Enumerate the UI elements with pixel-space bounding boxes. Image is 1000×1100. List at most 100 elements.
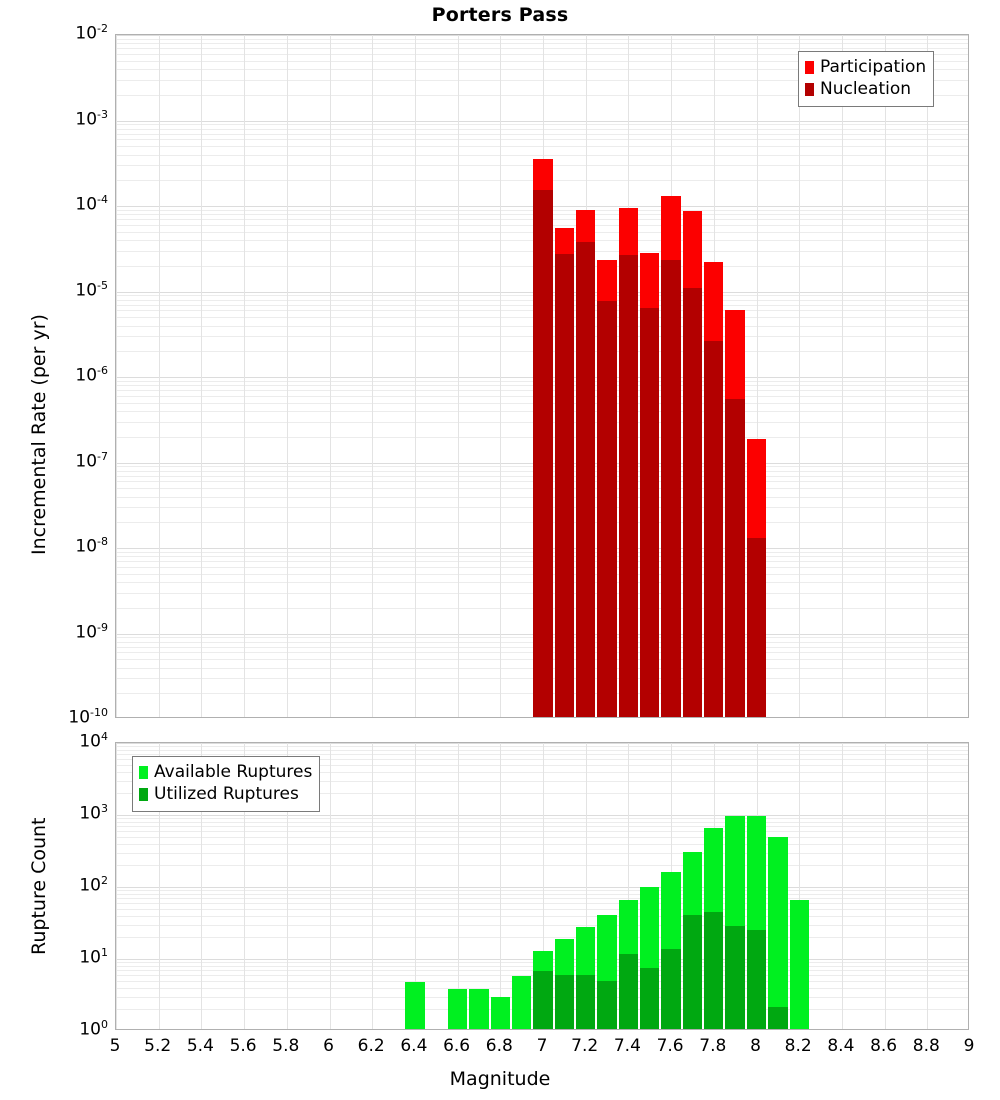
bar [640, 743, 660, 1029]
x-tick-label: 7 [536, 1036, 548, 1056]
bottom-chart-y-ticks: 100 101 102 103 104 [40, 0, 108, 1100]
bar [469, 743, 489, 1029]
bar [682, 743, 703, 1029]
x-tick-label: 6.6 [443, 1036, 471, 1056]
bar [618, 743, 639, 1029]
bar-segment-available-ruptures [405, 981, 425, 1029]
bar-segment-utilized-ruptures [661, 948, 681, 1029]
bar-segment-utilized-ruptures [597, 981, 617, 1029]
legend-swatch-icon [139, 788, 148, 802]
x-axis-label: Magnitude [449, 1068, 551, 1090]
x-tick-label: 5.8 [272, 1036, 300, 1056]
y-tick-label: 10-10 [68, 706, 108, 728]
bar [746, 743, 767, 1029]
x-tick-label: 5 [109, 1036, 121, 1056]
bar [768, 743, 788, 1029]
bar-segment-utilized-ruptures [725, 925, 745, 1029]
legend-entry: Participation [805, 56, 926, 78]
x-tick-label: 7.2 [571, 1036, 599, 1056]
x-tick-label: 5.2 [144, 1036, 172, 1056]
legend-label: Utilized Ruptures [154, 784, 299, 805]
bar [511, 743, 532, 1029]
top-chart-y-ticks: 10-2 10-3 10-4 10-5 10-6 10-7 10-8 10-9 10-10 [40, 0, 108, 1100]
bar [704, 35, 724, 717]
y-tick-label: 10-8 [75, 535, 108, 557]
bar [597, 35, 617, 717]
bar-segment-nucleation [597, 301, 617, 717]
x-tick-label: 6.4 [400, 1036, 428, 1056]
x-tick-label: 8.4 [827, 1036, 855, 1056]
x-tick-label: 8 [750, 1036, 761, 1056]
bar [554, 35, 575, 717]
bar [682, 35, 703, 717]
x-tick-label: 5.4 [186, 1036, 214, 1056]
bar-segment-utilized-ruptures [533, 970, 553, 1029]
page-title: Porters Pass [431, 4, 569, 26]
bar [554, 743, 575, 1029]
y-tick-label: 104 [79, 730, 108, 752]
legend-label: Participation [820, 57, 927, 77]
bar-segment-utilized-ruptures [768, 1007, 788, 1029]
bar-segment-utilized-ruptures [682, 915, 703, 1029]
legend-swatch-icon [805, 60, 814, 74]
x-tick-label: 9 [963, 1036, 975, 1056]
bar-segment-available-ruptures [511, 976, 532, 1029]
bar [533, 743, 553, 1029]
bar-segment-nucleation [661, 260, 681, 717]
x-tick-label: 8.8 [912, 1036, 940, 1056]
legend-label: Available Ruptures [154, 762, 313, 782]
bar [597, 743, 617, 1029]
legend-swatch-icon [805, 83, 814, 97]
bar-segment-nucleation [554, 254, 575, 717]
bar [661, 743, 681, 1029]
bar [746, 35, 767, 717]
bar [789, 743, 809, 1029]
bottom-chart-legend: Available Ruptures Utilized Ruptures [132, 756, 321, 812]
bar-segment-nucleation [576, 241, 596, 717]
x-tick-label: 6.8 [485, 1036, 513, 1056]
bottom-chart-y-axis-label: Rupture Count [28, 817, 50, 956]
x-tick-label: 7.8 [699, 1036, 727, 1056]
bar-segment-nucleation [746, 537, 767, 717]
bar-segment-nucleation [725, 399, 745, 717]
y-tick-label: 103 [79, 802, 108, 824]
top-chart-axes [115, 34, 969, 718]
y-tick-label: 10-6 [75, 364, 108, 386]
y-tick-label: 10-7 [75, 449, 108, 472]
bar [405, 743, 425, 1029]
bar-segment-available-ruptures [768, 837, 788, 1029]
bar-segment-nucleation [640, 308, 660, 717]
x-tick-label: 7.4 [613, 1036, 641, 1056]
bar-segment-available-ruptures [447, 988, 468, 1029]
bar [490, 743, 510, 1029]
bar-segment-utilized-ruptures [554, 975, 575, 1029]
top-chart-legend: Participation Nucleation [798, 51, 935, 107]
x-tick-label: 8.6 [870, 1036, 898, 1056]
legend-entry: Available Ruptures [139, 761, 312, 783]
x-tick-label: 6 [323, 1036, 334, 1056]
x-tick-label: 7.6 [656, 1036, 684, 1056]
bar-segment-utilized-ruptures [704, 912, 724, 1029]
bar [661, 35, 681, 717]
bar [704, 743, 724, 1029]
y-tick-label: 102 [79, 874, 108, 896]
bar-segment-available-ruptures [469, 988, 489, 1029]
bar-segment-available-ruptures [789, 899, 809, 1029]
bar [618, 35, 639, 717]
bar [725, 743, 745, 1029]
legend-entry: Nucleation [805, 78, 926, 100]
y-tick-label: 10-5 [75, 278, 108, 301]
y-tick-label: 10-4 [75, 193, 108, 215]
x-tick-label: 5.6 [229, 1036, 257, 1056]
x-tick-label: 6.2 [357, 1036, 385, 1056]
legend-swatch-icon [139, 765, 148, 779]
bar-segment-nucleation [533, 190, 553, 717]
bar-segment-utilized-ruptures [640, 968, 660, 1029]
bar-segment-available-ruptures [490, 996, 510, 1029]
top-chart-bars [116, 35, 968, 717]
y-tick-label: 10-2 [75, 22, 108, 44]
x-tick-label: 8.2 [784, 1036, 812, 1056]
y-tick-label: 101 [79, 946, 108, 968]
y-tick-label: 10-9 [75, 620, 108, 643]
